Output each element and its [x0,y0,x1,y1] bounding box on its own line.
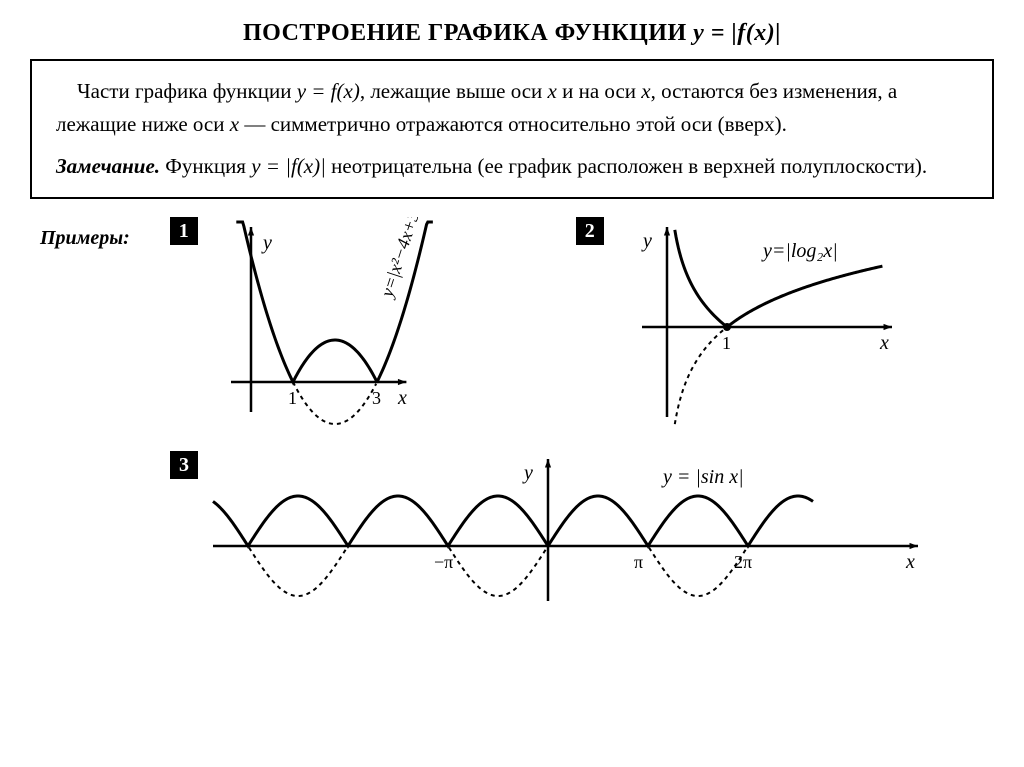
rule-note: Замечание. Функция y = |f(x)| неотрицате… [56,150,968,183]
num-box-2: 2 [576,217,604,245]
svg-text:x: x [905,551,915,573]
svg-text:y: y [261,232,272,254]
svg-text:x: x [879,332,889,354]
chart-3: −π π 2π x y y = |sin x| [208,451,928,611]
svg-text:y: y [522,462,533,484]
svg-text:y: y [641,230,652,252]
svg-text:y=|log₂x|: y=|log₂x| [761,240,838,262]
svg-text:1: 1 [722,333,731,353]
rule-box: Части графика функции y = f(x), лежащие … [30,59,994,199]
rule-paragraph-1: Части графика функции y = f(x), лежащие … [56,75,968,140]
num-box-1: 1 [170,217,198,245]
examples-label: Примеры: [40,227,130,250]
examples-row-2: 3 −π π 2π x y y = |sin x| [170,451,994,611]
num-box-3: 3 [170,451,198,479]
svg-text:2π: 2π [734,552,752,572]
examples-row-1: Примеры: 1 13xyy=|x²−4x+3| 2 1xyy=|log₂x… [40,217,994,437]
example-1: 1 13xyy=|x²−4x+3| [170,217,466,437]
chart-1: 13xyy=|x²−4x+3| [206,217,466,437]
chart-2: 1 x y y=|log₂x| [612,217,902,437]
svg-text:−π: −π [434,552,453,572]
svg-text:x: x [397,387,407,409]
title-text: ПОСТРОЕНИЕ ГРАФИКА ФУНКЦИИ [243,20,693,46]
svg-text:y = |sin x|: y = |sin x| [661,466,744,488]
page-title: ПОСТРОЕНИЕ ГРАФИКА ФУНКЦИИ y = |f(x)| [30,20,994,47]
svg-text:1: 1 [288,388,297,408]
svg-text:π: π [634,552,643,572]
example-2: 2 1 x y y=|log₂x| [576,217,902,437]
title-formula: y = |f(x)| [693,20,781,46]
